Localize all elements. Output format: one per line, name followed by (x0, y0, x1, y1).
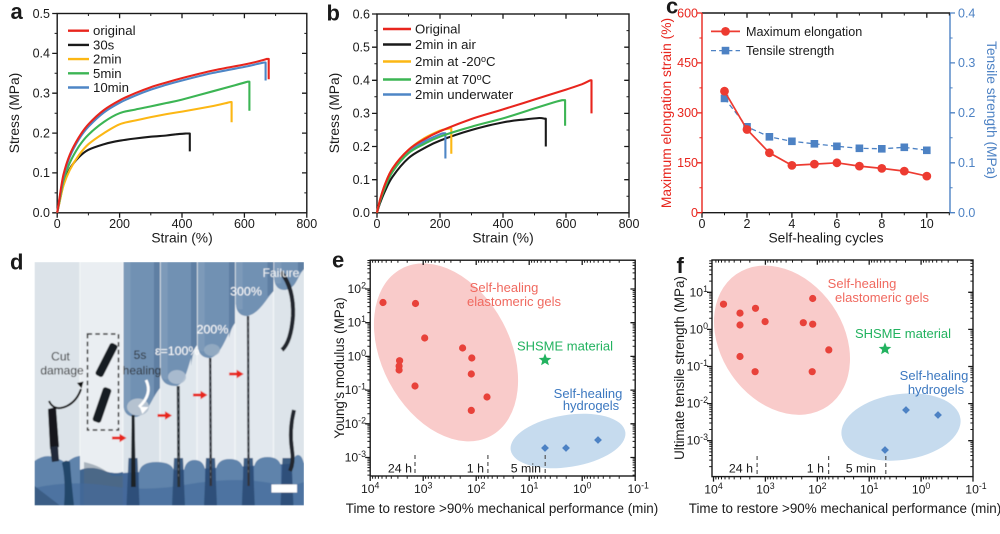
svg-text:1 h: 1 h (807, 462, 824, 476)
svg-text:450: 450 (677, 56, 698, 70)
svg-text:600: 600 (677, 6, 698, 20)
svg-text:2: 2 (744, 217, 751, 231)
svg-text:800: 800 (296, 217, 317, 231)
svg-text:Tensile strength: Tensile strength (746, 44, 834, 58)
svg-text:400: 400 (493, 217, 514, 231)
svg-text:0: 0 (374, 217, 381, 231)
svg-text:0.6: 0.6 (353, 7, 370, 21)
svg-text:c: c (666, 0, 678, 19)
svg-text:300: 300 (677, 106, 698, 120)
svg-text:0.0: 0.0 (353, 206, 370, 220)
svg-text:5s: 5s (134, 348, 147, 362)
svg-text:a: a (11, 0, 24, 24)
svg-text:0: 0 (54, 217, 61, 231)
svg-text:200: 200 (430, 217, 451, 231)
svg-text:200: 200 (109, 217, 130, 231)
svg-text:600: 600 (234, 217, 255, 231)
svg-text:0.4: 0.4 (353, 74, 370, 88)
svg-text:0.1: 0.1 (353, 173, 370, 187)
svg-text:200%: 200% (197, 323, 229, 337)
svg-text:0.5: 0.5 (33, 7, 50, 21)
svg-text:Failure: Failure (263, 266, 300, 280)
svg-text:150: 150 (677, 156, 698, 170)
svg-text:2min at -20oC: 2min at -20oC (415, 54, 496, 69)
svg-text:600: 600 (556, 217, 577, 231)
svg-text:0.1: 0.1 (33, 166, 50, 180)
svg-text:original: original (93, 23, 136, 38)
svg-text:0.2: 0.2 (33, 126, 50, 140)
svg-text:1 h: 1 h (467, 462, 484, 476)
svg-text:Cut: Cut (51, 350, 70, 364)
svg-text:0.1: 0.1 (958, 156, 975, 170)
svg-text:Strain (%): Strain (%) (151, 231, 212, 246)
svg-text:Self-healing cycles: Self-healing cycles (768, 231, 883, 246)
svg-text:Tensile strength (MPa): Tensile strength (MPa) (984, 41, 999, 179)
svg-text:0.0: 0.0 (958, 206, 975, 220)
svg-text:2min in air: 2min in air (415, 37, 476, 52)
svg-text:5 min: 5 min (846, 462, 876, 476)
svg-text:hydrogels: hydrogels (563, 398, 620, 413)
svg-text:SHSME material: SHSME material (517, 339, 613, 354)
svg-text:healing: healing (123, 364, 162, 378)
svg-text:30s: 30s (93, 37, 115, 52)
svg-text:Maximum elongation strain (%): Maximum elongation strain (%) (659, 18, 674, 208)
svg-text:2min: 2min (93, 52, 122, 67)
svg-text:Self-healing: Self-healing (470, 280, 539, 295)
svg-text:Time to restore >90% mechanica: Time to restore >90% mechanical performa… (689, 501, 1000, 516)
svg-text:0.4: 0.4 (33, 47, 50, 61)
svg-text:4: 4 (788, 217, 795, 231)
svg-text:24 h: 24 h (729, 462, 753, 476)
svg-text:elastomeric gels: elastomeric gels (835, 290, 929, 305)
svg-text:0.3: 0.3 (958, 56, 975, 70)
svg-text:0: 0 (699, 217, 706, 231)
svg-text:damage: damage (40, 364, 84, 378)
svg-text:d: d (10, 250, 23, 275)
svg-text:SHSME material: SHSME material (855, 326, 951, 341)
svg-text:5min: 5min (93, 66, 122, 81)
svg-text:elastomeric gels: elastomeric gels (467, 294, 561, 309)
svg-text:Strain (%): Strain (%) (472, 231, 533, 246)
svg-text:24 h: 24 h (388, 462, 412, 476)
svg-text:8: 8 (878, 217, 885, 231)
svg-text:0.4: 0.4 (958, 6, 975, 20)
svg-text:0.3: 0.3 (353, 107, 370, 121)
svg-text:2min at 70oC: 2min at 70oC (415, 72, 492, 87)
svg-text:e: e (332, 248, 344, 273)
svg-text:400: 400 (172, 217, 193, 231)
svg-text:6: 6 (833, 217, 840, 231)
svg-text:b: b (327, 1, 340, 26)
svg-text:Stress (MPa): Stress (MPa) (327, 73, 342, 154)
svg-text:5 min: 5 min (511, 462, 541, 476)
svg-text:10min: 10min (93, 80, 129, 95)
svg-text:0.5: 0.5 (353, 41, 370, 55)
svg-text:0.3: 0.3 (33, 87, 50, 101)
svg-text:Ultimate tensile strength (MPa: Ultimate tensile strength (MPa) (672, 276, 687, 460)
svg-text:Self-healing: Self-healing (900, 368, 969, 383)
svg-text:Self-healing: Self-healing (828, 276, 897, 291)
svg-text:Maximum elongation: Maximum elongation (746, 25, 862, 39)
svg-text:800: 800 (619, 217, 640, 231)
svg-text:Original: Original (415, 22, 461, 37)
svg-text:0.2: 0.2 (353, 140, 370, 154)
svg-text:ε=100%: ε=100% (155, 344, 199, 358)
svg-text:Young's modulus (MPa): Young's modulus (MPa) (332, 297, 347, 438)
svg-text:300%: 300% (230, 285, 262, 299)
svg-text:0.2: 0.2 (958, 106, 975, 120)
svg-text:Stress (MPa): Stress (MPa) (7, 73, 22, 154)
svg-text:2min underwater: 2min underwater (415, 87, 514, 102)
svg-text:Self-healing: Self-healing (554, 386, 623, 401)
svg-text:10: 10 (920, 217, 934, 231)
svg-text:0: 0 (691, 206, 698, 220)
svg-text:Time to restore >90% mechanica: Time to restore >90% mechanical performa… (346, 501, 658, 516)
svg-text:f: f (677, 253, 685, 278)
svg-text:hydrogels: hydrogels (908, 382, 965, 397)
svg-text:0.0: 0.0 (33, 206, 50, 220)
